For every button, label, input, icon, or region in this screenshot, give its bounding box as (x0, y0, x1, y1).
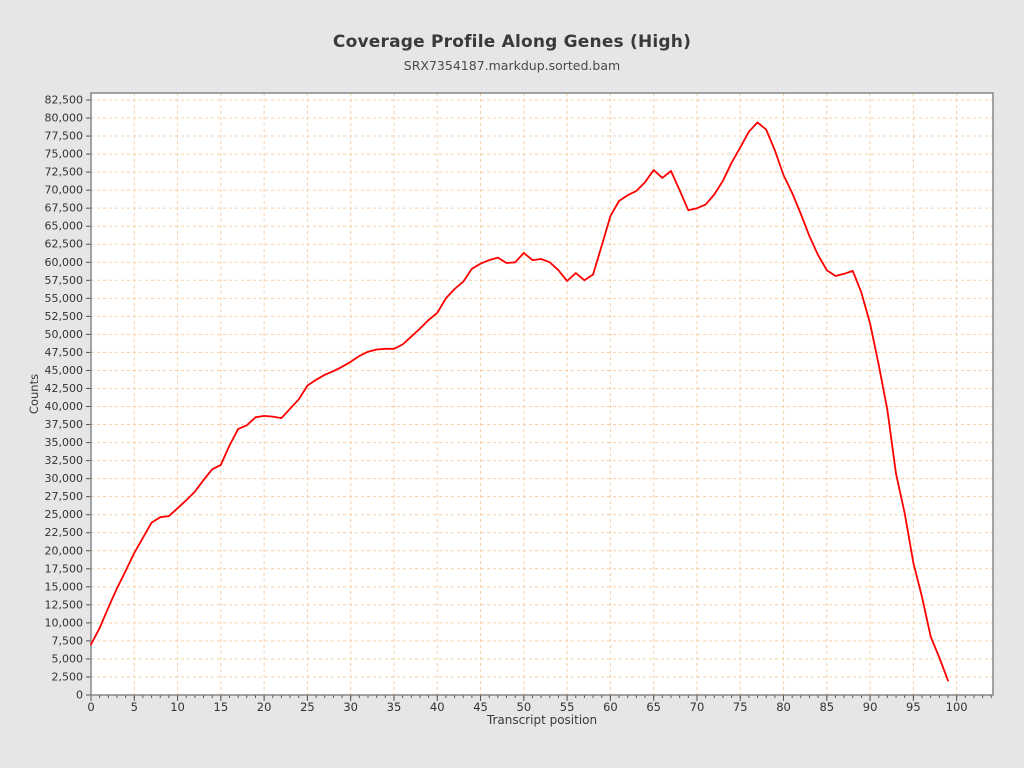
y-tick-label: 25,000 (45, 508, 84, 521)
x-tick-label: 60 (603, 700, 618, 714)
x-tick-label: 0 (87, 700, 94, 714)
x-tick-label: 55 (560, 700, 575, 714)
x-tick-label: 70 (690, 700, 705, 714)
y-tick-label: 47,500 (45, 346, 84, 359)
y-tick-label: 12,500 (45, 598, 84, 611)
y-tick-label: 5,000 (52, 652, 84, 665)
y-tick-label: 75,000 (45, 148, 84, 161)
x-tick-label: 80 (776, 700, 791, 714)
y-tick-label: 40,000 (45, 400, 84, 413)
x-tick-label: 20 (257, 700, 272, 714)
x-tick-label: 5 (131, 700, 138, 714)
plot-border (90, 92, 994, 696)
y-tick-label: 32,500 (45, 454, 84, 467)
y-tick-label: 45,000 (45, 364, 84, 377)
y-tick-label: 65,000 (45, 220, 84, 233)
y-tick-label: 22,500 (45, 526, 84, 539)
y-tick-label: 27,500 (45, 490, 84, 503)
y-tick-label: 82,500 (45, 93, 84, 106)
y-tick-label: 52,500 (45, 310, 84, 323)
plot-area (91, 93, 993, 695)
x-tick-label: 85 (819, 700, 834, 714)
y-tick-label: 42,500 (45, 382, 84, 395)
x-axis-title: Transcript position (486, 713, 598, 727)
chart-title: Coverage Profile Along Genes (High) (332, 32, 692, 52)
y-tick-label: 10,000 (45, 616, 84, 629)
y-tick-label: 77,500 (45, 130, 84, 143)
x-tick-label: 25 (300, 700, 315, 714)
x-tick-label: 10 (170, 700, 185, 714)
x-tick-label: 35 (387, 700, 402, 714)
y-tick-label: 55,000 (45, 292, 84, 305)
y-tick-label: 7,500 (52, 634, 84, 647)
y-tick-label: 37,500 (45, 418, 84, 431)
y-tick-label: 2,500 (52, 670, 84, 683)
x-tick-label: 100 (946, 700, 968, 714)
y-tick-label: 80,000 (45, 112, 84, 125)
y-tick-label: 70,000 (45, 184, 84, 197)
x-tick-label: 45 (473, 700, 488, 714)
y-tick-label: 15,000 (45, 580, 84, 593)
x-tick-label: 30 (343, 700, 358, 714)
y-axis-title: Counts (27, 373, 41, 415)
coverage-curve (90, 121, 949, 682)
y-tick-label: 60,000 (45, 256, 84, 269)
y-tick-label: 67,500 (45, 202, 84, 215)
y-tick-label: 17,500 (45, 562, 84, 575)
x-tick-label: 90 (863, 700, 878, 714)
x-tick-label: 15 (214, 700, 229, 714)
x-tick-label: 40 (430, 700, 445, 714)
x-tick-label: 65 (646, 700, 661, 714)
y-tick-label: 50,000 (45, 328, 84, 341)
y-tick-label: 0 (76, 689, 83, 702)
x-tick-label: 75 (733, 700, 748, 714)
y-tick-label: 30,000 (45, 472, 84, 485)
x-tick-label: 50 (517, 700, 532, 714)
y-tick-label: 35,000 (45, 436, 84, 449)
y-tick-label: 62,500 (45, 238, 84, 251)
y-tick-label: 72,500 (45, 166, 84, 179)
x-tick-label: 95 (906, 700, 921, 714)
chart-subtitle: SRX7354187.markdup.sorted.bam (403, 58, 621, 73)
y-tick-label: 57,500 (45, 274, 84, 287)
y-tick-label: 20,000 (45, 544, 84, 557)
